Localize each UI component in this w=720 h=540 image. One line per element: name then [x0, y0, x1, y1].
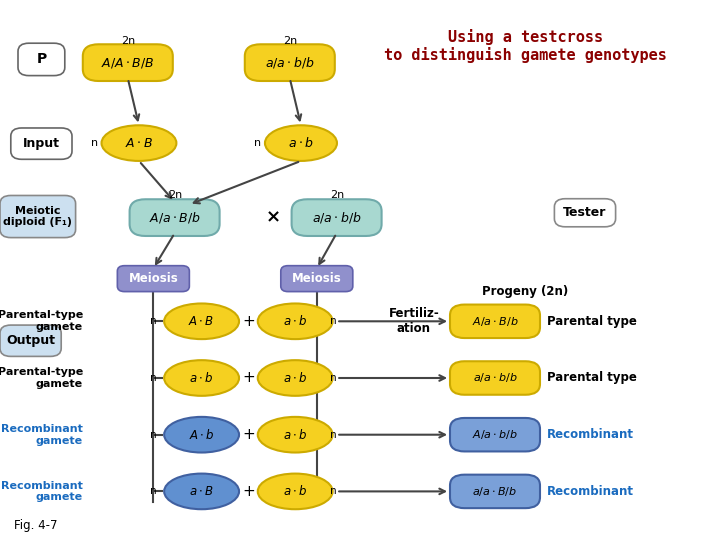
- Text: Recombinant
gamete: Recombinant gamete: [1, 424, 83, 446]
- Text: Parental-type
gamete: Parental-type gamete: [0, 367, 83, 389]
- Ellipse shape: [164, 303, 239, 339]
- Text: Parental-type
gamete: Parental-type gamete: [0, 310, 83, 332]
- FancyBboxPatch shape: [245, 44, 335, 81]
- Text: $a/a \cdot b/b$: $a/a \cdot b/b$: [473, 372, 517, 384]
- FancyBboxPatch shape: [450, 418, 540, 451]
- Text: +: +: [242, 427, 255, 442]
- Text: +: +: [242, 484, 255, 499]
- FancyBboxPatch shape: [0, 195, 76, 238]
- Ellipse shape: [258, 417, 333, 453]
- Text: 2n: 2n: [121, 36, 135, 45]
- FancyBboxPatch shape: [11, 128, 72, 159]
- Text: n: n: [150, 487, 157, 496]
- Text: $a/a \cdot b/b$: $a/a \cdot b/b$: [265, 55, 315, 70]
- FancyBboxPatch shape: [18, 43, 65, 76]
- Ellipse shape: [164, 360, 239, 396]
- Text: Parental type: Parental type: [547, 372, 637, 384]
- Text: Recombinant: Recombinant: [547, 485, 634, 498]
- Text: n: n: [330, 316, 336, 326]
- Text: Progeny (2n): Progeny (2n): [482, 285, 569, 298]
- Text: $A/A \cdot B/B$: $A/A \cdot B/B$: [101, 56, 155, 70]
- Text: n: n: [91, 138, 99, 148]
- Text: $a/a \cdot b/b$: $a/a \cdot b/b$: [312, 210, 361, 225]
- Text: Fertiliz-
ation: Fertiliz- ation: [389, 307, 439, 335]
- Text: Using a testcross
to distinguish gamete genotypes: Using a testcross to distinguish gamete …: [384, 29, 667, 63]
- Text: Parental type: Parental type: [547, 315, 637, 328]
- Ellipse shape: [258, 360, 333, 396]
- Text: $a \cdot b$: $a \cdot b$: [283, 484, 307, 498]
- Text: $a \cdot b$: $a \cdot b$: [283, 428, 307, 442]
- Text: Meiotic
diploid (F₁): Meiotic diploid (F₁): [4, 206, 72, 227]
- FancyBboxPatch shape: [450, 475, 540, 508]
- FancyBboxPatch shape: [554, 199, 616, 227]
- Text: n: n: [150, 430, 157, 440]
- Ellipse shape: [258, 303, 333, 339]
- FancyBboxPatch shape: [117, 266, 189, 292]
- Text: ×: ×: [266, 208, 282, 227]
- Text: $A/a \cdot B/b$: $A/a \cdot B/b$: [472, 315, 518, 328]
- Text: $a/a \cdot B/b$: $a/a \cdot B/b$: [472, 485, 518, 498]
- Text: $a \cdot b$: $a \cdot b$: [283, 371, 307, 385]
- FancyBboxPatch shape: [292, 199, 382, 236]
- Text: $a \cdot B$: $a \cdot B$: [189, 485, 214, 498]
- Text: n: n: [150, 316, 157, 326]
- Text: Recombinant: Recombinant: [547, 428, 634, 441]
- Text: $a \cdot b$: $a \cdot b$: [189, 371, 214, 385]
- Text: $A \cdot B$: $A \cdot B$: [125, 137, 153, 150]
- Text: n: n: [330, 430, 336, 440]
- Text: +: +: [242, 370, 255, 386]
- Text: n: n: [330, 373, 336, 383]
- Text: Recombinant
gamete: Recombinant gamete: [1, 481, 83, 502]
- Ellipse shape: [164, 474, 239, 509]
- Text: Tester: Tester: [563, 206, 607, 219]
- Text: $A/a \cdot B/b$: $A/a \cdot B/b$: [148, 210, 201, 225]
- Text: Meiosis: Meiosis: [128, 272, 179, 285]
- Text: Meiosis: Meiosis: [292, 272, 342, 285]
- Text: 2n: 2n: [330, 191, 344, 200]
- Text: n: n: [254, 138, 261, 148]
- Text: 2n: 2n: [168, 191, 182, 200]
- Ellipse shape: [265, 125, 337, 161]
- Text: 2n: 2n: [283, 36, 297, 45]
- FancyBboxPatch shape: [450, 305, 540, 338]
- FancyBboxPatch shape: [83, 44, 173, 81]
- Text: $A \cdot B$: $A \cdot B$: [189, 315, 215, 328]
- Text: n: n: [150, 373, 157, 383]
- Text: $a \cdot b$: $a \cdot b$: [288, 136, 314, 150]
- Ellipse shape: [258, 474, 333, 509]
- FancyBboxPatch shape: [450, 361, 540, 395]
- Text: n: n: [330, 487, 336, 496]
- Text: $A \cdot b$: $A \cdot b$: [189, 428, 215, 442]
- FancyBboxPatch shape: [130, 199, 220, 236]
- Text: +: +: [242, 314, 255, 329]
- Text: Output: Output: [6, 334, 55, 347]
- Text: Input: Input: [23, 137, 60, 150]
- Text: $A/a \cdot b/b$: $A/a \cdot b/b$: [472, 428, 518, 441]
- Ellipse shape: [164, 417, 239, 453]
- FancyBboxPatch shape: [281, 266, 353, 292]
- Ellipse shape: [102, 125, 176, 161]
- Text: P: P: [36, 52, 47, 66]
- Text: Fig. 4-7: Fig. 4-7: [14, 519, 58, 532]
- Text: $a \cdot b$: $a \cdot b$: [283, 314, 307, 328]
- FancyBboxPatch shape: [0, 325, 61, 356]
